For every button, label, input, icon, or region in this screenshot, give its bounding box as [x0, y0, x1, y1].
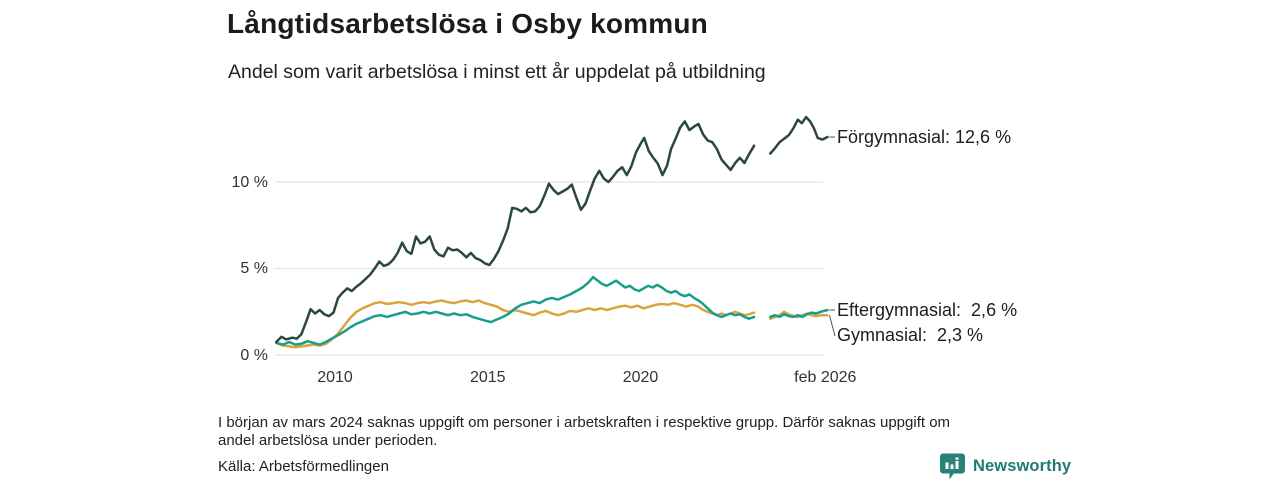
newsworthy-logo: Newsworthy: [940, 452, 1071, 480]
x-axis-tick-label: 2015: [469, 369, 506, 386]
page-title: Långtidsarbetslösa i Osby kommun: [227, 8, 708, 39]
series-line-eftergymnasial: [275, 275, 756, 346]
x-axis-tick-label: 2020: [622, 369, 659, 386]
x-axis-tick-label: 2010: [317, 369, 353, 386]
leader-line-gymnasial: [828, 315, 836, 337]
source-note: Källa: Arbetsförmedlingen: [218, 458, 389, 475]
series-line-forgymnasial: [769, 115, 829, 155]
y-axis-tick-label: 0 %: [240, 346, 268, 364]
newsworthy-barchart-bubble-icon: [940, 453, 965, 479]
footnote-line: andel arbetslösa under perioden.: [218, 432, 438, 449]
series-end-label-gymnasial: Gymnasial: 2,3 %: [837, 325, 984, 346]
series-line-gymnasial: [769, 310, 829, 320]
brand-name: Newsworthy: [973, 456, 1072, 475]
chart-subtitle: Andel som varit arbetslösa i minst ett å…: [228, 61, 766, 83]
footnote-line: I början av mars 2024 saknas uppgift om …: [218, 414, 951, 431]
x-axis-tick-label: feb 2026: [794, 369, 857, 386]
series-line-eftergymnasial: [769, 308, 829, 319]
series-line-gymnasial: [275, 299, 756, 349]
series-end-label-eftergymnasial: Eftergymnasial: 2,6 %: [837, 299, 1018, 320]
series-line-forgymnasial: [275, 120, 756, 344]
y-axis-tick-label: 10 %: [231, 173, 268, 191]
footnote: I början av mars 2024 saknas uppgift om …: [218, 414, 1068, 450]
y-axis-tick-label: 5 %: [240, 260, 268, 277]
series-end-label-forgymnasial: Förgymnasial: 12,6 %: [837, 126, 1012, 147]
